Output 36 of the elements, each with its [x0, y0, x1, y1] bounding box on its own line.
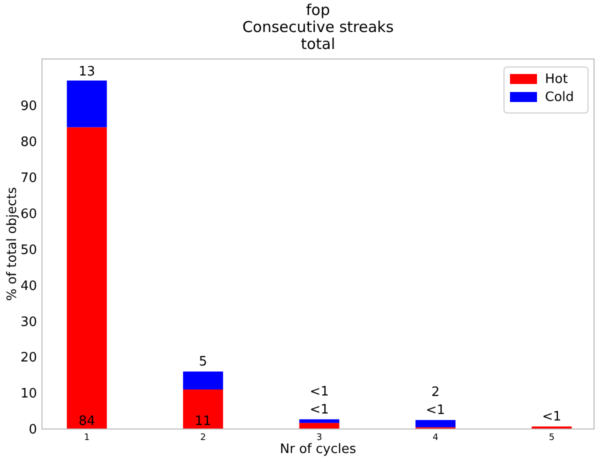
x-tick-label: 3: [316, 433, 322, 443]
data-label: 2: [431, 385, 440, 400]
data-label: 5: [198, 354, 208, 370]
bar: [415, 420, 456, 428]
y-tick-label: 70: [20, 171, 37, 186]
y-tick-label: 20: [20, 350, 37, 366]
data-label: 13: [78, 64, 96, 80]
bar: [299, 419, 340, 423]
chart-title: fop Consecutive streaks total: [242, 1, 394, 53]
bar: [183, 389, 224, 429]
x-tick-label: 5: [548, 433, 555, 443]
y-tick-label: 40: [20, 278, 37, 294]
legend-label: Hot: [545, 72, 568, 87]
y-axis-title: % of total objects: [5, 186, 20, 301]
y-tick-label: 60: [20, 207, 37, 222]
x-tick-label: 4: [432, 433, 439, 443]
y-tick-label: 50: [20, 242, 37, 258]
bar: [66, 127, 107, 429]
y-tick-label: 30: [20, 314, 37, 330]
y-tick-label: 90: [20, 99, 37, 114]
x-tick-label: 2: [200, 433, 206, 443]
legend-label: Cold: [545, 90, 574, 105]
data-label: <1: [310, 384, 329, 400]
data-label: <1: [426, 403, 446, 418]
y-tick-label: 10: [20, 386, 37, 402]
bar: [299, 422, 340, 429]
y-tick-label: 0: [28, 422, 37, 438]
x-tick-label: 1: [84, 433, 90, 443]
data-label: 11: [194, 414, 212, 429]
data-label: 84: [78, 414, 96, 429]
x-axis-title: Nr of cycles: [280, 442, 356, 457]
y-tick-label: 80: [20, 135, 37, 150]
data-label: <1: [542, 409, 562, 424]
bar: [66, 80, 107, 128]
data-label: <1: [310, 402, 329, 418]
bar: [183, 372, 224, 390]
